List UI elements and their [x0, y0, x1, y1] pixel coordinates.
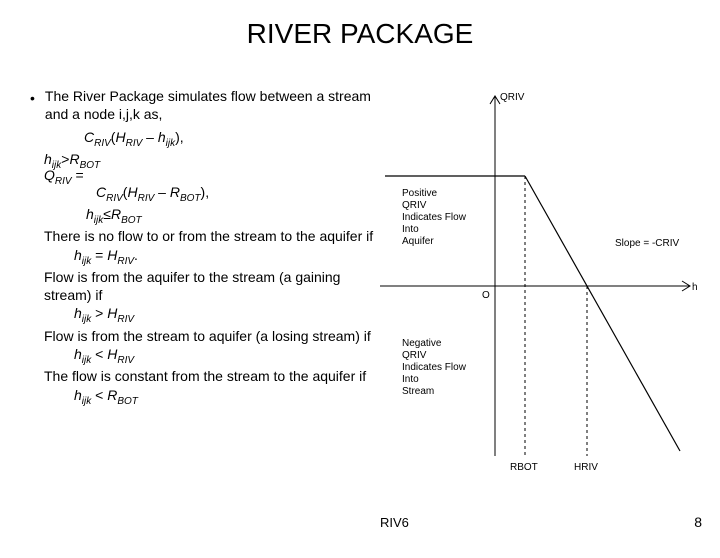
equation-block: CRIV(HRIV – hijk), hijk>RBOT QRIV = CRIV…: [44, 129, 390, 408]
qriv-diagram: QRIV h O Positive QRIV Indicates Flow In…: [360, 86, 710, 486]
gain-cond: hijk > HRIV: [74, 305, 390, 326]
neg-label-5: Stream: [402, 386, 434, 397]
slope-label: Slope = -CRIV: [615, 238, 680, 249]
lose-text: Flow is from the stream to aquifer (a lo…: [44, 328, 390, 346]
rbot-label: RBOT: [510, 462, 538, 473]
equation-case2: CRIV(HRIV – RBOT),: [96, 184, 390, 205]
bullet-dot-icon: •: [30, 88, 35, 123]
x-axis-label: h: [692, 282, 698, 293]
origin-label: O: [482, 290, 490, 301]
noflow-text: There is no flow to or from the stream t…: [44, 228, 390, 246]
intro-bullet: • The River Package simulates flow betwe…: [30, 88, 390, 123]
main-text: • The River Package simulates flow betwe…: [30, 88, 390, 408]
noflow-cond: hijk = HRIV.: [74, 247, 390, 268]
lose-cond: hijk < HRIV: [74, 346, 390, 367]
pos-label-3: Indicates Flow: [402, 212, 467, 223]
pos-label-2: QRIV: [402, 200, 427, 211]
const-cond: hijk < RBOT: [74, 387, 390, 408]
pos-label-5: Aquifer: [402, 236, 434, 247]
slope-line: [525, 176, 680, 451]
const-text: The flow is constant from the stream to …: [44, 368, 390, 386]
equation-case1: CRIV(HRIV – hijk),: [84, 129, 390, 150]
gain-text: Flow is from the aquifer to the stream (…: [44, 269, 390, 304]
pos-label-4: Into: [402, 224, 419, 235]
neg-label-1: Negative: [402, 338, 442, 349]
footer-code: RIV6: [380, 515, 409, 530]
pos-label-1: Positive: [402, 188, 437, 199]
y-axis-label: QRIV: [500, 92, 525, 103]
neg-label-2: QRIV: [402, 350, 427, 361]
hriv-label: HRIV: [574, 462, 598, 473]
neg-label-3: Indicates Flow: [402, 362, 467, 373]
page-title: RIVER PACKAGE: [0, 18, 720, 50]
page-number: 8: [694, 514, 702, 530]
neg-label-4: Into: [402, 374, 419, 385]
intro-text: The River Package simulates flow between…: [45, 88, 390, 123]
equation-case2-cond: hijk≤RBOT: [86, 206, 390, 227]
